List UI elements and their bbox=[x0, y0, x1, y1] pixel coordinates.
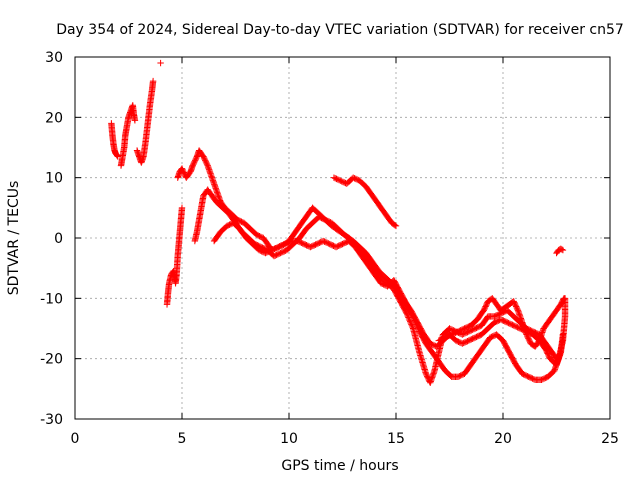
x-tick-label: 0 bbox=[71, 431, 80, 447]
y-tick-label: -30 bbox=[40, 412, 63, 428]
chart-title: Day 354 of 2024, Sidereal Day-to-day VTE… bbox=[56, 22, 624, 38]
axis-ticks: 0 5 10 15 20 25 -30 -20 -10 0 10 20 30 bbox=[40, 50, 619, 447]
data-point-fill bbox=[414, 322, 421, 330]
data-point bbox=[131, 117, 139, 124]
data-point bbox=[149, 77, 157, 85]
data-points bbox=[108, 59, 569, 386]
x-tick-label: 20 bbox=[494, 431, 512, 447]
data-point-fill bbox=[514, 305, 521, 313]
data-point-fill bbox=[413, 321, 420, 328]
x-tick-label: 25 bbox=[601, 431, 619, 447]
data-point bbox=[409, 313, 417, 320]
x-tick-label: 5 bbox=[178, 431, 187, 447]
x-axis-label: GPS time / hours bbox=[281, 458, 398, 474]
data-point-fill bbox=[410, 314, 417, 322]
data-point-fill bbox=[391, 221, 399, 229]
data-point-fill bbox=[113, 152, 121, 159]
y-tick-label: 0 bbox=[54, 231, 63, 247]
x-tick-label: 15 bbox=[387, 431, 405, 447]
y-tick-label: -20 bbox=[40, 352, 63, 368]
data-point-fill bbox=[412, 318, 419, 326]
data-point-fill bbox=[414, 324, 421, 331]
data-point-fill bbox=[411, 315, 418, 323]
x-tick-label: 10 bbox=[280, 431, 298, 447]
y-tick-label: -10 bbox=[40, 291, 63, 307]
data-point-fill bbox=[558, 246, 566, 253]
y-tick-label: 20 bbox=[45, 110, 63, 126]
y-axis-label: SDTVAR / TECUs bbox=[6, 181, 22, 296]
grid bbox=[75, 57, 610, 419]
data-point-fill bbox=[203, 161, 211, 168]
y-tick-label: 30 bbox=[45, 50, 63, 66]
data-point bbox=[560, 295, 568, 302]
y-tick-label: 10 bbox=[45, 171, 63, 187]
data-point-fill bbox=[560, 296, 567, 303]
data-point bbox=[403, 310, 410, 317]
data-point-fill bbox=[412, 320, 420, 327]
data-point-fill bbox=[415, 325, 422, 332]
data-point bbox=[157, 59, 164, 67]
data-point bbox=[178, 204, 186, 212]
data-point bbox=[392, 222, 400, 230]
data-point bbox=[559, 246, 567, 254]
data-point-fill bbox=[411, 317, 419, 324]
